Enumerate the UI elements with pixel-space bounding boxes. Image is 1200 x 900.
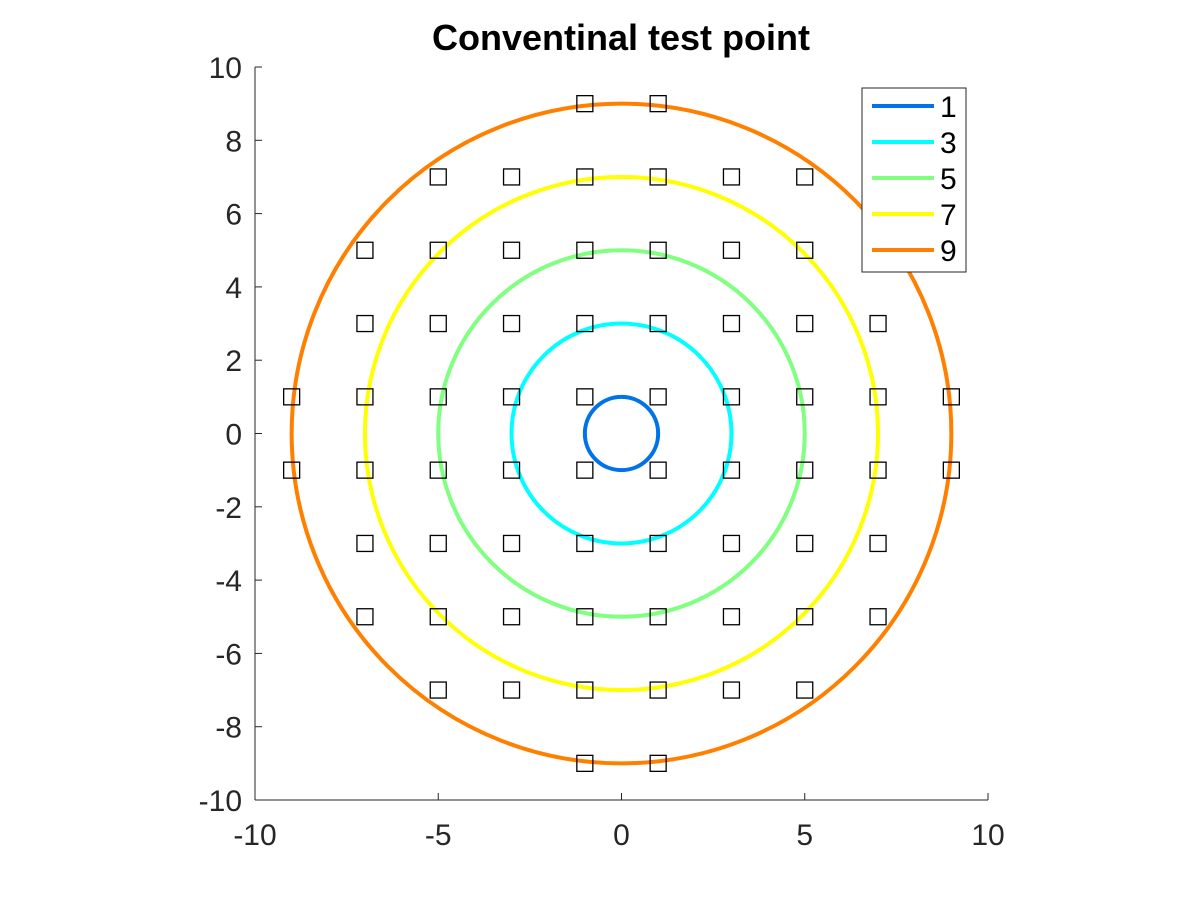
- test-point-marker: [649, 388, 667, 406]
- test-point-marker: [356, 241, 374, 259]
- test-point-marker: [722, 608, 741, 626]
- test-point-marker: [576, 681, 594, 699]
- y-tick-label: 10: [209, 52, 242, 85]
- test-point-marker: [649, 534, 667, 553]
- test-point-marker: [429, 461, 447, 479]
- test-point-marker: [942, 388, 960, 406]
- test-point-marker: [502, 608, 521, 626]
- test-point-marker: [429, 681, 447, 699]
- test-point-marker: [576, 534, 594, 553]
- chart-title: Conventinal test point: [432, 17, 810, 58]
- x-tick-label: -10: [233, 819, 276, 852]
- test-point-marker: [429, 388, 447, 406]
- test-point-marker: [722, 241, 741, 259]
- x-tick-label: 10: [971, 819, 1004, 852]
- y-tick-label: 4: [225, 272, 242, 305]
- test-point-marker: [942, 461, 960, 479]
- test-point-marker: [869, 388, 887, 406]
- x-tick-label: 5: [796, 819, 813, 852]
- y-tick-label: 8: [225, 125, 242, 158]
- test-point-marker: [356, 534, 374, 553]
- circle-r7: [362, 174, 881, 693]
- test-point-marker: [502, 314, 521, 333]
- test-point-marker: [649, 95, 667, 113]
- axes: -10 -5 0 5 10 10 8 6 4 2 0 -2 -4 -6 -8 -10: [199, 52, 1005, 852]
- circle-series-group: [289, 101, 954, 766]
- circle-r3: [509, 321, 734, 546]
- circle-r1: [582, 394, 661, 473]
- y-tick-label: -8: [215, 712, 242, 745]
- test-point-marker: [576, 241, 594, 259]
- x-tick-label: 0: [613, 819, 630, 852]
- test-point-marker: [722, 461, 741, 479]
- test-point-marker: [649, 681, 667, 699]
- test-point-marker: [576, 388, 594, 406]
- test-point-marker: [576, 95, 594, 113]
- y-tick-label: -10: [199, 785, 242, 818]
- test-point-marker: [502, 168, 521, 186]
- test-point-marker: [576, 461, 594, 479]
- y-tick-label: -2: [215, 492, 242, 525]
- test-point-marker: [356, 388, 374, 406]
- test-point-marker: [869, 534, 887, 553]
- test-point-marker: [649, 314, 667, 333]
- test-point-marker: [869, 608, 887, 626]
- test-point-marker: [576, 314, 594, 333]
- test-point-marker: [356, 461, 374, 479]
- test-point-marker: [796, 681, 814, 699]
- test-point-marker: [502, 388, 521, 406]
- test-point-marker: [502, 461, 521, 479]
- x-tick-label: -5: [425, 819, 452, 852]
- test-point-marker: [649, 754, 667, 772]
- test-point-marker: [576, 754, 594, 772]
- test-point-marker: [429, 608, 447, 626]
- test-point-marker: [722, 168, 741, 186]
- test-point-marker: [649, 241, 667, 259]
- legend-label-1: 1: [940, 91, 957, 124]
- y-tick-label: -4: [215, 565, 242, 598]
- y-tick-label: 0: [225, 419, 242, 452]
- test-point-marker: [356, 608, 374, 626]
- test-point-marker: [869, 314, 887, 333]
- test-point-marker: [722, 534, 741, 553]
- legend-label-7: 7: [940, 199, 957, 232]
- test-point-marker: [502, 241, 521, 259]
- test-point-marker: [356, 314, 374, 333]
- test-point-marker: [649, 461, 667, 479]
- legend-label-3: 3: [940, 127, 957, 160]
- test-point-marker: [429, 168, 447, 186]
- test-point-marker: [869, 461, 887, 479]
- test-point-marker: [502, 534, 521, 553]
- test-point-marker: [722, 681, 741, 699]
- test-point-marker: [796, 608, 814, 626]
- test-point-marker: [796, 534, 814, 553]
- test-point-marker: [796, 461, 814, 479]
- legend-label-9: 9: [940, 235, 957, 268]
- test-point-marker: [576, 168, 594, 186]
- test-point-marker: [722, 314, 741, 333]
- test-point-marker: [796, 168, 814, 186]
- test-point-marker: [429, 314, 447, 333]
- y-tick-label: -6: [215, 638, 242, 671]
- circle-r9: [289, 101, 954, 766]
- test-point-marker: [429, 241, 447, 259]
- test-point-marker: [429, 534, 447, 553]
- y-tick-label: 2: [225, 345, 242, 378]
- test-point-marker: [282, 388, 301, 406]
- test-point-marker: [649, 168, 667, 186]
- y-tick-label: 6: [225, 199, 242, 232]
- legend-label-5: 5: [940, 163, 957, 196]
- test-point-marker: [576, 608, 594, 626]
- test-point-marker: [796, 314, 814, 333]
- circle-r5: [436, 248, 807, 619]
- test-point-marker: [796, 388, 814, 406]
- test-points-group: [282, 95, 960, 772]
- test-point-marker: [722, 388, 741, 406]
- test-point-marker: [796, 241, 814, 259]
- test-point-marker: [502, 681, 521, 699]
- test-point-marker: [649, 608, 667, 626]
- test-point-marker: [282, 461, 301, 479]
